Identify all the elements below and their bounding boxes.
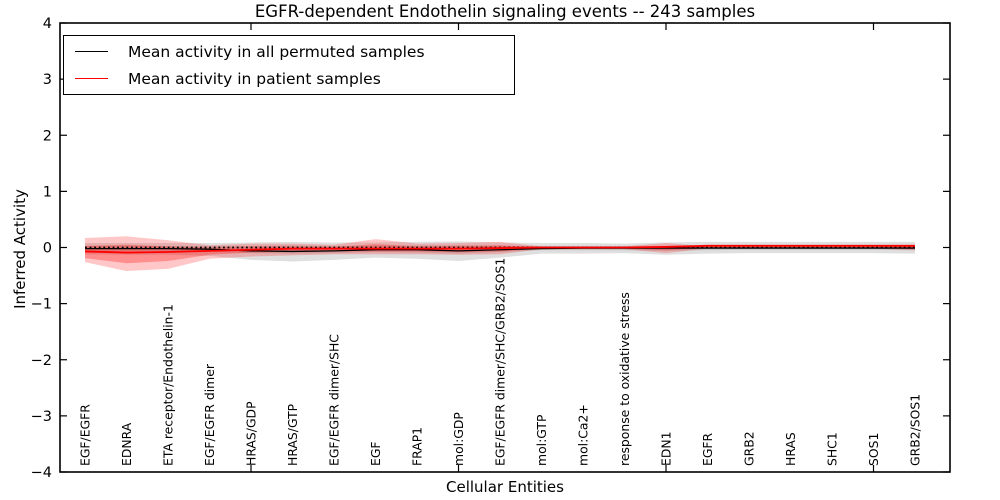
x-entity-label: response to oxidative stress <box>617 292 632 466</box>
x-entity-label: EGF/EGFR dimer/SHC <box>327 334 342 466</box>
x-entity-label: EGF/EGFR dimer <box>202 363 217 466</box>
y-tick-label: 0 <box>43 241 52 257</box>
chart-title: EGFR-dependent Endothelin signaling even… <box>254 2 756 21</box>
band-patient-range-outer <box>85 236 915 272</box>
legend-row-patient: Mean activity in patient samples <box>64 66 514 92</box>
x-entity-label: HRAS/GTP <box>285 403 300 466</box>
x-entity-label: EGF/EGFR <box>78 404 93 466</box>
y-tick-label: 1 <box>43 184 52 200</box>
x-entity-label: FRAP1 <box>410 427 425 466</box>
y-tick-label: 3 <box>43 72 52 88</box>
permuted-line-sample-icon <box>75 51 108 52</box>
y-tick-label: −2 <box>31 353 52 369</box>
patient-line-sample-icon <box>75 78 108 79</box>
x-entity-label: EGF/EGFR dimer/SHC/GRB2/SOS1 <box>493 258 508 466</box>
x-entity-label: GRB2 <box>742 431 757 466</box>
x-entity-label: EDNRA <box>119 422 134 466</box>
x-entity-label: ETA receptor/Endothelin-1 <box>161 304 176 466</box>
legend-label-permuted: Mean activity in all permuted samples <box>128 42 425 61</box>
y-tick-label: 2 <box>43 128 52 144</box>
x-entity-label: EGFR <box>700 432 715 466</box>
x-entity-label: HRAS/GDP <box>244 401 259 466</box>
x-entity-label: SOS1 <box>866 433 881 466</box>
x-entity-label: mol:GDP <box>451 412 466 466</box>
x-entity-label: EGF <box>368 441 383 466</box>
x-entity-label: HRAS <box>783 432 798 466</box>
x-axis-label: Cellular Entities <box>446 478 564 496</box>
legend-label-patient: Mean activity in patient samples <box>128 69 381 88</box>
x-entity-label: EDN1 <box>659 431 674 466</box>
line-mean-activity-in-patient-samples <box>84 244 915 254</box>
y-tick-label: −4 <box>31 465 52 481</box>
y-tick-label: −1 <box>31 297 52 313</box>
legend: Mean activity in all permuted samples Me… <box>63 35 515 95</box>
y-tick-label: 4 <box>43 16 52 32</box>
legend-row-permuted: Mean activity in all permuted samples <box>64 39 514 65</box>
x-entity-label: mol:GTP <box>534 414 549 466</box>
x-entity-label: GRB2/SOS1 <box>908 394 923 466</box>
y-axis-label: Inferred Activity <box>11 189 29 309</box>
y-tick-label: −3 <box>31 409 52 425</box>
x-entity-label: mol:Ca2+ <box>576 404 591 466</box>
x-entity-label: SHC1 <box>825 432 840 466</box>
